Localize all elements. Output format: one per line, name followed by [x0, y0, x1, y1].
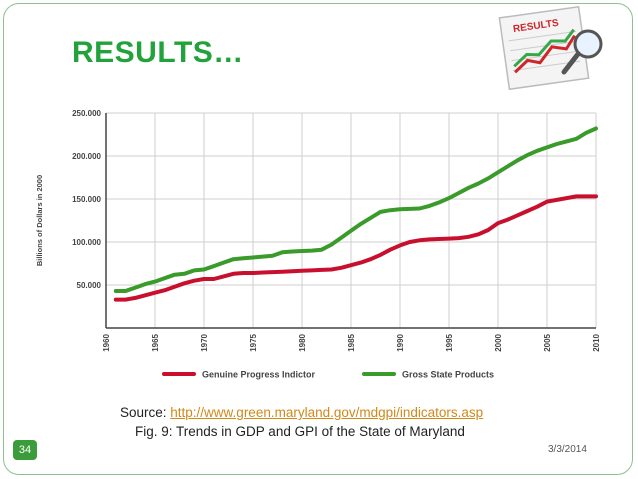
figure-caption: Fig. 9: Trends in GDP and GPI of the Sta…	[135, 424, 465, 439]
y-tick-label: 50.000	[77, 281, 102, 290]
x-tick-label: 2000	[494, 333, 503, 351]
x-tick-label: 1995	[445, 333, 454, 351]
x-tick-label: 1965	[151, 333, 160, 351]
x-tick-label: 1975	[249, 333, 258, 351]
x-tick-label: 1980	[298, 333, 307, 351]
series-line-gsp	[113, 126, 598, 293]
y-tick-label: 250.000	[72, 109, 101, 118]
y-tick-label: 200.000	[72, 152, 101, 161]
legend-label: Genuine Progress Indictor	[202, 370, 316, 380]
x-tick-label: 2010	[592, 333, 601, 351]
slide-number-badge: 34	[13, 440, 37, 460]
source-prefix: Source:	[120, 405, 171, 420]
x-tick-label: 2005	[543, 333, 552, 351]
y-axis-label: Billions of Dollars in 2000	[35, 175, 44, 266]
magnifier-glass	[573, 29, 603, 59]
y-tick-label: 150.000	[72, 195, 101, 204]
source-link[interactable]: http://www.green.maryland.gov/mdgpi/indi…	[170, 405, 484, 420]
legend-label: Gross State Products	[402, 370, 494, 380]
x-tick-label: 1985	[347, 333, 356, 351]
x-tick-label: 1970	[200, 333, 209, 351]
y-tick-label: 100.000	[72, 238, 101, 247]
gdp-gpi-line-chart: 50.000 100.000 150.000 200.000 250.000 1960 19…	[35, 109, 601, 380]
x-tick-label: 1990	[396, 333, 405, 351]
magnifier-handle	[561, 51, 581, 75]
results-clipart-icon: RESULTS	[498, 6, 603, 91]
slide-date: 3/3/2014	[548, 444, 587, 455]
x-tick-label: 1960	[102, 333, 111, 351]
series-line-gpi	[113, 194, 598, 302]
source-line: Source: http://www.green.maryland.gov/md…	[120, 405, 483, 420]
slide-title: RESULTS…	[72, 36, 244, 69]
